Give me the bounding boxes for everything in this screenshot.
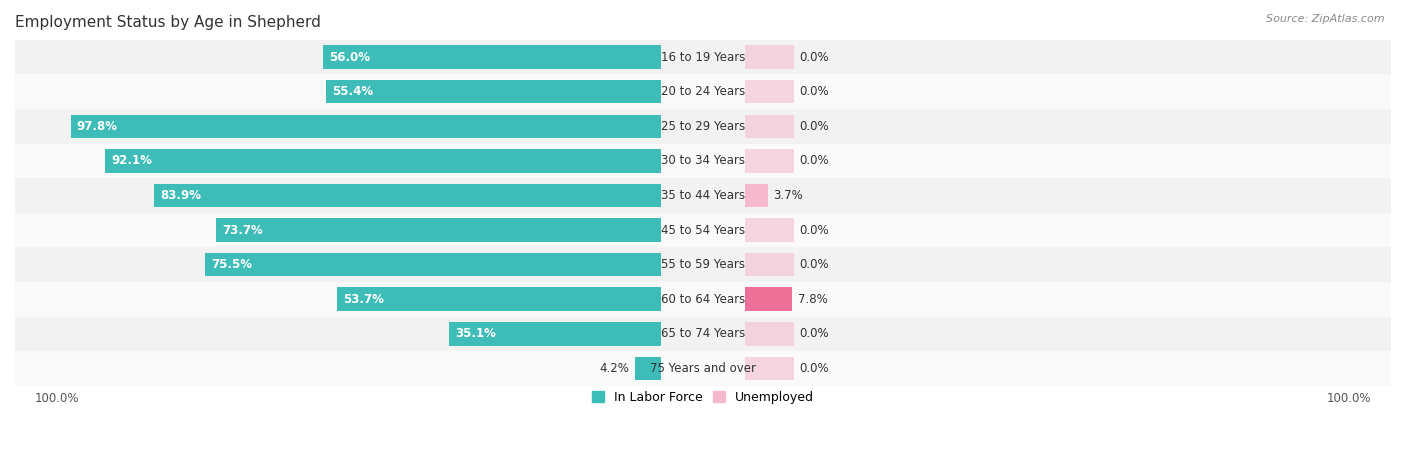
- Bar: [449, 322, 661, 345]
- Text: 56.0%: 56.0%: [329, 51, 370, 64]
- Bar: [105, 149, 661, 173]
- Bar: [745, 253, 793, 276]
- Bar: [15, 143, 1391, 178]
- Text: 20 to 24 Years: 20 to 24 Years: [661, 85, 745, 98]
- Bar: [15, 74, 1391, 109]
- Bar: [15, 317, 1391, 351]
- Bar: [15, 40, 1391, 74]
- Text: 0.0%: 0.0%: [800, 327, 830, 341]
- Bar: [745, 287, 793, 311]
- Bar: [745, 80, 793, 103]
- Text: 7.8%: 7.8%: [799, 293, 828, 306]
- Bar: [745, 115, 793, 138]
- Text: 35.1%: 35.1%: [456, 327, 496, 341]
- Bar: [205, 253, 661, 276]
- Bar: [15, 247, 1391, 282]
- Bar: [745, 218, 793, 242]
- Text: 53.7%: 53.7%: [343, 293, 384, 306]
- Bar: [745, 357, 793, 380]
- Text: 75.5%: 75.5%: [211, 258, 252, 271]
- Text: 75 Years and over: 75 Years and over: [650, 362, 756, 375]
- Bar: [15, 109, 1391, 143]
- Text: 45 to 54 Years: 45 to 54 Years: [661, 224, 745, 237]
- Bar: [155, 184, 661, 207]
- Text: 0.0%: 0.0%: [800, 85, 830, 98]
- Text: Employment Status by Age in Shepherd: Employment Status by Age in Shepherd: [15, 15, 321, 30]
- Bar: [336, 287, 661, 311]
- Text: 4.2%: 4.2%: [599, 362, 630, 375]
- Text: 0.0%: 0.0%: [800, 154, 830, 167]
- Text: 73.7%: 73.7%: [222, 224, 263, 237]
- Text: 55 to 59 Years: 55 to 59 Years: [661, 258, 745, 271]
- Text: 30 to 34 Years: 30 to 34 Years: [661, 154, 745, 167]
- Text: 65 to 74 Years: 65 to 74 Years: [661, 327, 745, 341]
- Text: 35 to 44 Years: 35 to 44 Years: [661, 189, 745, 202]
- Text: 0.0%: 0.0%: [800, 120, 830, 133]
- Text: 97.8%: 97.8%: [76, 120, 118, 133]
- Bar: [217, 218, 661, 242]
- Bar: [15, 178, 1391, 213]
- Text: 83.9%: 83.9%: [160, 189, 201, 202]
- Bar: [745, 322, 793, 345]
- Bar: [15, 351, 1391, 386]
- Bar: [326, 80, 661, 103]
- Text: 0.0%: 0.0%: [800, 224, 830, 237]
- Text: Source: ZipAtlas.com: Source: ZipAtlas.com: [1267, 14, 1385, 23]
- Bar: [15, 282, 1391, 317]
- Bar: [636, 357, 661, 380]
- Bar: [15, 213, 1391, 247]
- Text: 55.4%: 55.4%: [332, 85, 374, 98]
- Text: 0.0%: 0.0%: [800, 258, 830, 271]
- Text: 16 to 19 Years: 16 to 19 Years: [661, 51, 745, 64]
- Bar: [745, 184, 768, 207]
- Legend: In Labor Force, Unemployed: In Labor Force, Unemployed: [586, 386, 820, 409]
- Text: 0.0%: 0.0%: [800, 51, 830, 64]
- Bar: [745, 149, 793, 173]
- Text: 60 to 64 Years: 60 to 64 Years: [661, 293, 745, 306]
- Text: 0.0%: 0.0%: [800, 362, 830, 375]
- Bar: [323, 46, 661, 69]
- Text: 3.7%: 3.7%: [773, 189, 803, 202]
- Text: 92.1%: 92.1%: [111, 154, 152, 167]
- Bar: [745, 46, 793, 69]
- Text: 25 to 29 Years: 25 to 29 Years: [661, 120, 745, 133]
- Bar: [70, 115, 661, 138]
